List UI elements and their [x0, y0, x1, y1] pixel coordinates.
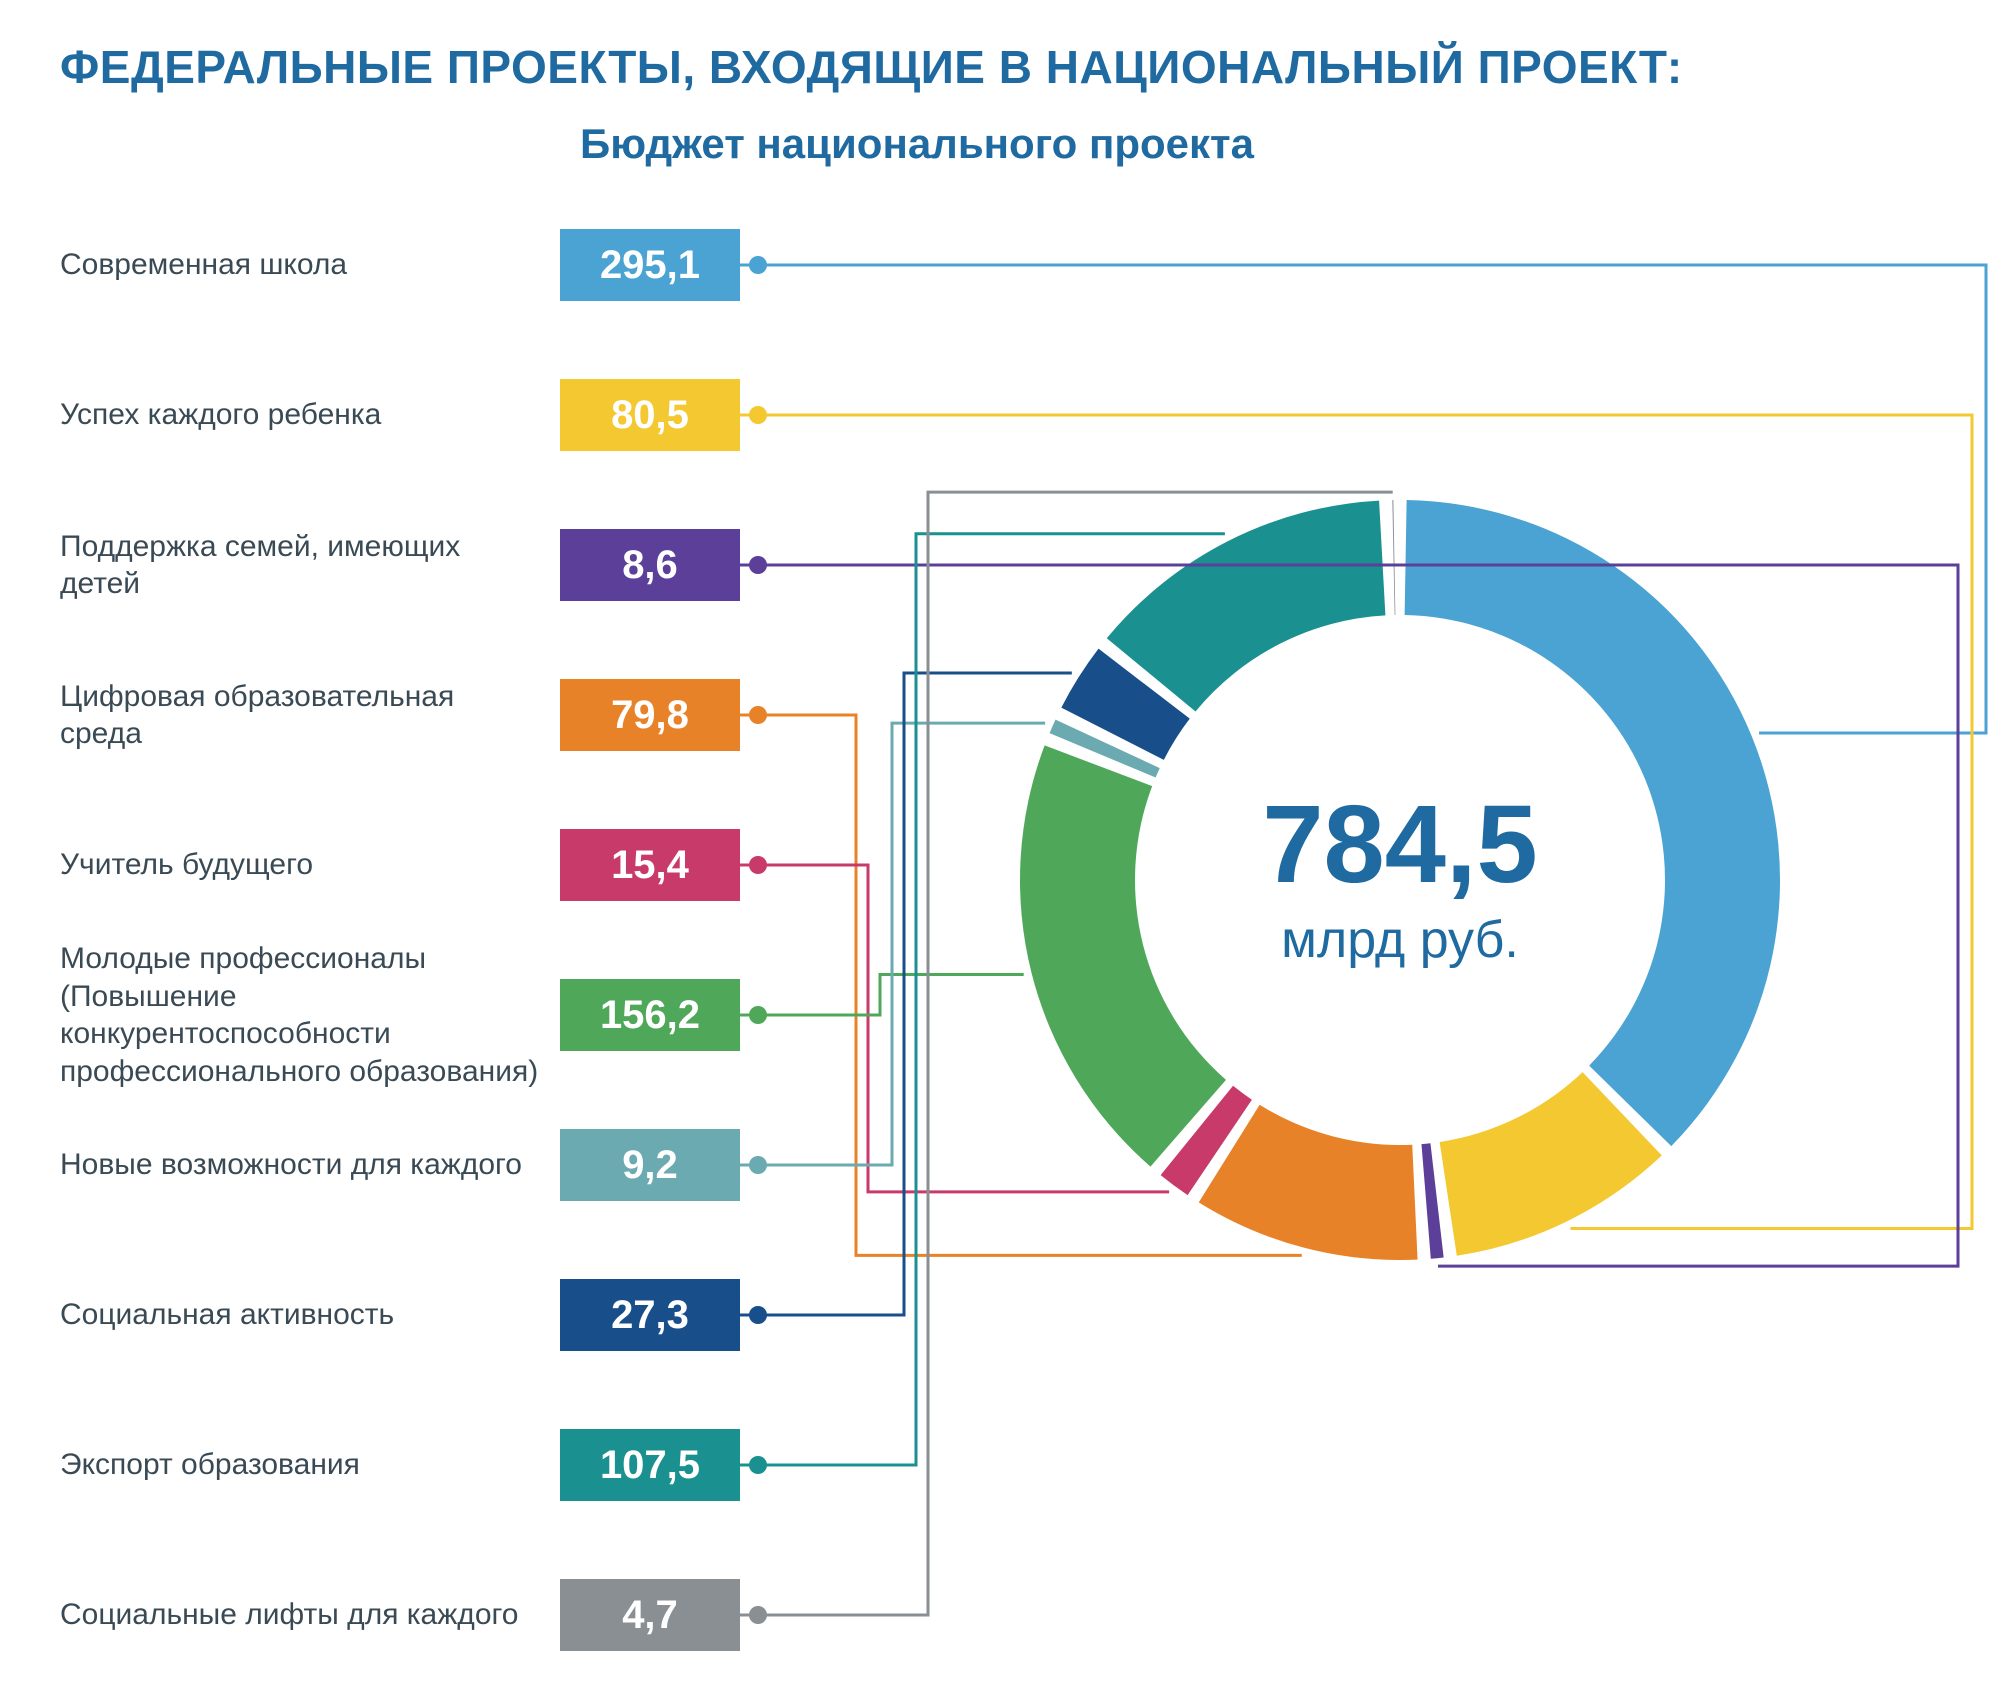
donut-segment — [1020, 745, 1226, 1166]
legend-value-box: 9,2 — [560, 1129, 740, 1201]
legend-row: Современная школа295,1 — [60, 190, 820, 340]
legend-row: Цифровая образовательная среда79,8 — [60, 640, 820, 790]
legend-label: Социальная активность — [60, 1296, 560, 1334]
legend-row: Учитель будущего15,4 — [60, 790, 820, 940]
chart-subtitle: Бюджет национального проекта — [580, 120, 1254, 168]
donut-segment — [1392, 500, 1395, 615]
legend-row: Поддержка семей, имеющих детей8,6 — [60, 490, 820, 640]
legend-value-box: 156,2 — [560, 979, 740, 1051]
legend-value-box: 79,8 — [560, 679, 740, 751]
donut-segment — [1421, 1143, 1443, 1259]
donut-chart: 784,5 млрд руб. — [950, 430, 1850, 1330]
page-title: ФЕДЕРАЛЬНЫЕ ПРОЕКТЫ, ВХОДЯЩИЕ В НАЦИОНАЛ… — [60, 40, 1683, 94]
legend-value-box: 295,1 — [560, 229, 740, 301]
legend-row: Экспорт образования107,5 — [60, 1390, 820, 1540]
legend-label: Современная школа — [60, 246, 560, 284]
total-value: 784,5 — [1262, 790, 1537, 900]
legend-value-box: 27,3 — [560, 1279, 740, 1351]
legend-value-box: 107,5 — [560, 1429, 740, 1501]
legend-value-box: 15,4 — [560, 829, 740, 901]
legend-rows: Современная школа295,1Успех каждого ребе… — [60, 190, 820, 1690]
legend-label: Успех каждого ребенка — [60, 396, 560, 434]
legend-row: Успех каждого ребенка80,5 — [60, 340, 820, 490]
total-unit: млрд руб. — [1262, 910, 1537, 970]
legend-value-box: 4,7 — [560, 1579, 740, 1651]
legend-row: Молодые профессионалы (Повышение конкуре… — [60, 940, 820, 1090]
legend-label: Экспорт образования — [60, 1446, 560, 1484]
legend-value-box: 8,6 — [560, 529, 740, 601]
donut-segment — [1107, 501, 1386, 712]
legend-label: Социальные лифты для каждого — [60, 1596, 560, 1634]
legend-label: Молодые профессионалы (Повышение конкуре… — [60, 940, 560, 1090]
legend-value-box: 80,5 — [560, 379, 740, 451]
legend-label: Цифровая образовательная среда — [60, 678, 560, 753]
donut-center-label: 784,5 млрд руб. — [1262, 790, 1537, 970]
legend-row: Социальная активность27,3 — [60, 1240, 820, 1390]
legend-label: Поддержка семей, имеющих детей — [60, 528, 560, 603]
legend-label: Учитель будущего — [60, 846, 560, 884]
legend-label: Новые возможности для каждого — [60, 1146, 560, 1184]
legend-row: Социальные лифты для каждого4,7 — [60, 1540, 820, 1690]
legend-row: Новые возможности для каждого9,2 — [60, 1090, 820, 1240]
